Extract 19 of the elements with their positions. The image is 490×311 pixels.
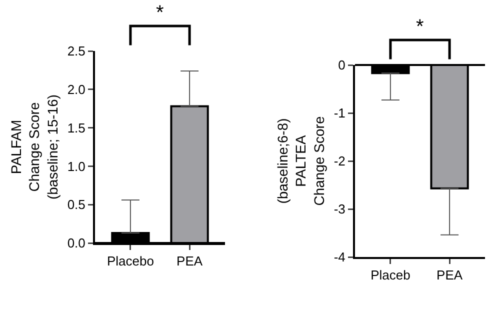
y-tick-label: 0.5 (67, 197, 86, 212)
y-tick-label: -1 (334, 106, 346, 121)
y-tick-label: 2.5 (67, 44, 86, 59)
y-tick-label: 0.0 (67, 236, 86, 251)
x-tick-label: PEA (176, 254, 203, 269)
y-tick-label: 1.5 (67, 120, 86, 136)
text: * (156, 2, 164, 24)
y-tick-label: 0 (338, 58, 346, 73)
y-axis-title: PALFAM Change Score (baseline; 15-16) (8, 94, 60, 200)
y-axis-title: (baseline;6-8) PALTEA Change Score (274, 116, 327, 206)
x-tick-label: Placeb (370, 268, 410, 283)
x-tick-label: PEA (436, 268, 463, 283)
y-tick-label: -3 (334, 202, 346, 217)
y-tick-label: 1.0 (67, 158, 86, 174)
x-tick-label: Placebo (106, 254, 154, 269)
y-tick-label: -2 (334, 154, 346, 169)
y-tick-label: 2.0 (67, 82, 86, 97)
y-tick-label: -4 (334, 250, 346, 265)
text: * (416, 16, 424, 38)
